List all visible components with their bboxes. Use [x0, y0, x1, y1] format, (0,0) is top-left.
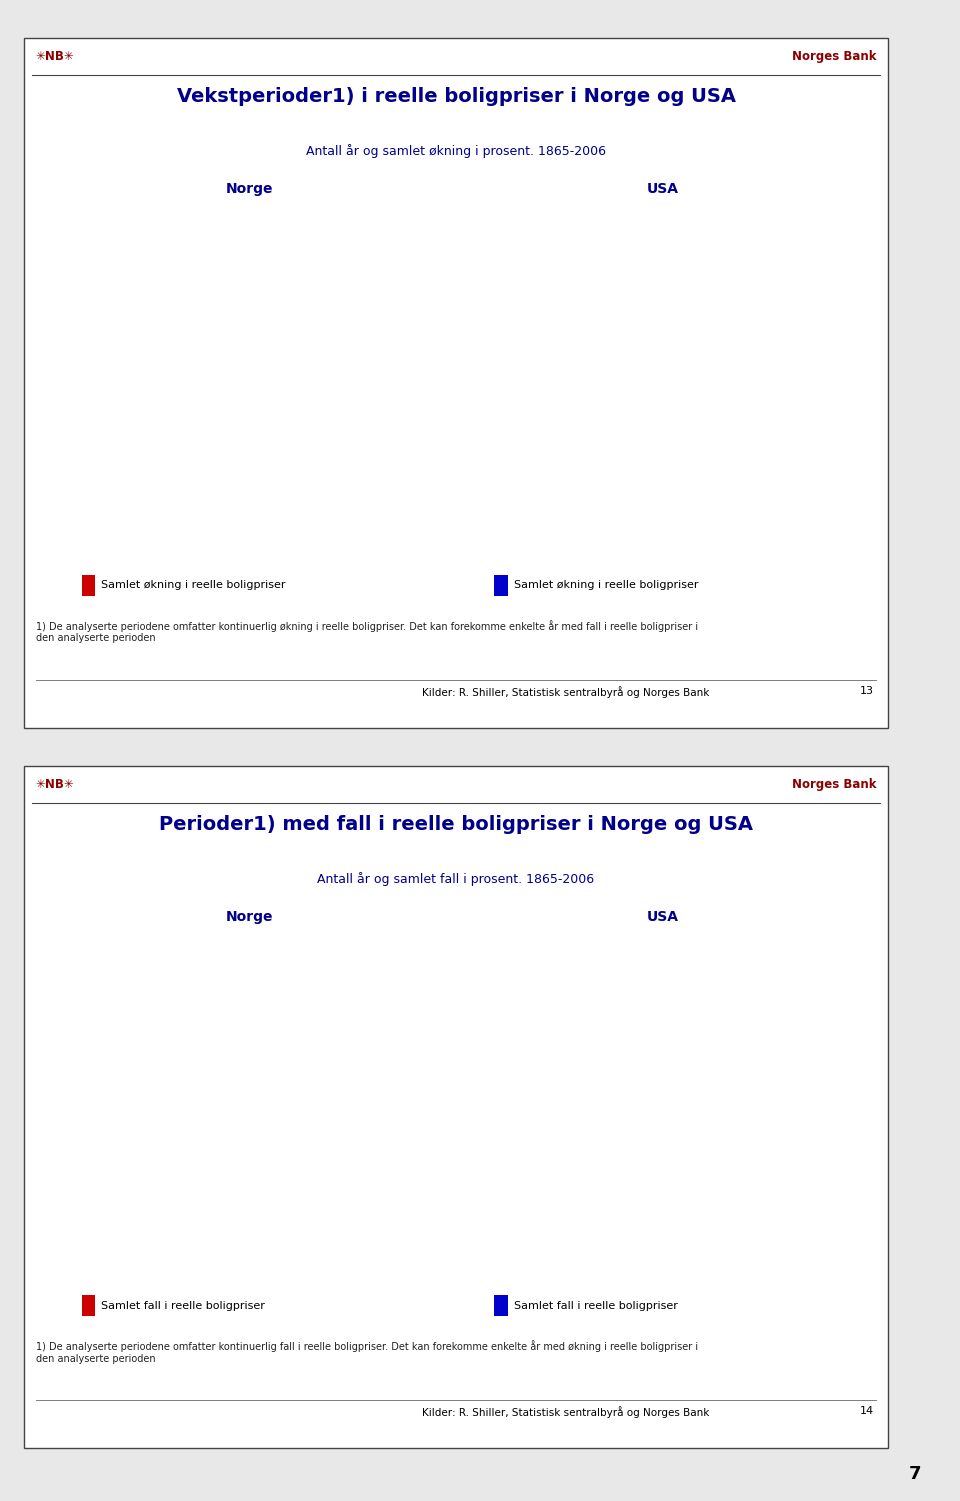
Text: 8 år: 8 år — [757, 1006, 778, 1016]
Text: 3 år: 3 år — [508, 465, 529, 476]
Bar — [283, 928, 312, 1166]
Text: 4 år: 4 år — [604, 500, 625, 510]
Bar — [502, 928, 528, 1145]
Bar — [713, 928, 738, 1016]
Bar — [744, 513, 773, 548]
Text: 5 år: 5 år — [383, 1231, 404, 1241]
Text: Vekstperioder1) i reelle boligpriser i Norge og USA: Vekstperioder1) i reelle boligpriser i N… — [177, 87, 735, 107]
Text: Perioder1) med fall i reelle boligpriser i Norge og USA: Perioder1) med fall i reelle boligpriser… — [159, 815, 753, 835]
Bar — [648, 509, 677, 548]
Text: 9 år: 9 år — [796, 384, 817, 393]
Text: USA: USA — [646, 910, 679, 923]
Text: 11 år: 11 år — [320, 362, 347, 371]
Bar — [205, 395, 238, 548]
Bar — [235, 928, 264, 1247]
Text: 13 år: 13 år — [586, 992, 612, 1003]
Text: 9 år: 9 år — [631, 1177, 652, 1186]
Text: 12 år: 12 år — [208, 383, 235, 392]
Text: Norge: Norge — [226, 910, 274, 923]
Text: 5 år: 5 år — [748, 500, 769, 510]
Text: Norge: Norge — [226, 182, 274, 195]
Bar — [91, 928, 120, 1064]
Bar — [317, 374, 350, 548]
Bar — [372, 218, 406, 548]
Text: ✳NB✳: ✳NB✳ — [36, 50, 74, 63]
Text: 14 år: 14 år — [97, 318, 124, 327]
Text: Norges Bank: Norges Bank — [792, 778, 876, 791]
Text: Kilder: R. Shiller, Statistisk sentralbyrå og Norges Bank: Kilder: R. Shiller, Statistisk sentralby… — [421, 686, 709, 698]
Bar — [552, 501, 581, 548]
Text: 14: 14 — [859, 1406, 874, 1417]
Text: 4 år: 4 år — [335, 1027, 356, 1036]
Text: Antall år og samlet fall i prosent. 1865-2006: Antall år og samlet fall i prosent. 1865… — [318, 872, 594, 886]
Bar — [261, 435, 294, 548]
Text: Antall år og samlet økning i prosent. 1865-2006: Antall år og samlet økning i prosent. 18… — [306, 144, 606, 158]
Text: 5 år: 5 år — [715, 1027, 736, 1036]
Text: 11 år: 11 år — [284, 1177, 311, 1186]
Bar — [379, 928, 408, 1220]
Text: Kilder: R. Shiller, Statistisk sentralbyrå og Norges Bank: Kilder: R. Shiller, Statistisk sentralby… — [421, 1406, 709, 1418]
Text: 4 år: 4 år — [673, 986, 694, 995]
Bar — [797, 928, 823, 1016]
Bar — [93, 330, 127, 548]
Text: Norges Bank: Norges Bank — [792, 50, 876, 63]
Bar — [139, 928, 168, 995]
Text: 8 år: 8 år — [652, 497, 673, 507]
Text: 5 år: 5 år — [700, 426, 721, 435]
Bar — [629, 928, 654, 1166]
Text: 9 år: 9 år — [156, 413, 177, 423]
Bar — [587, 928, 612, 982]
Text: Samlet fall i reelle boligpriser: Samlet fall i reelle boligpriser — [514, 1301, 678, 1310]
Bar — [696, 438, 725, 548]
Text: ✳NB✳: ✳NB✳ — [36, 778, 74, 791]
Bar — [149, 426, 182, 548]
Bar — [756, 928, 780, 995]
Text: 2 år: 2 år — [556, 488, 577, 498]
Bar — [792, 396, 821, 548]
Bar — [504, 479, 533, 548]
Text: 7: 7 — [909, 1465, 922, 1483]
Text: Samlet økning i reelle boligpriser: Samlet økning i reelle boligpriser — [101, 581, 285, 590]
Text: 2 år: 2 år — [143, 1006, 164, 1016]
Text: 18 år: 18 år — [264, 422, 291, 432]
Bar — [187, 928, 216, 1078]
Text: 13: 13 — [859, 686, 874, 696]
Text: USA: USA — [646, 182, 679, 195]
Bar — [331, 928, 360, 1016]
Bar — [671, 928, 696, 976]
Text: 14 år: 14 år — [375, 204, 402, 215]
Text: 1) De analyserte periodene omfatter kontinuerlig fall i reelle boligpriser. Det : 1) De analyserte periodene omfatter kont… — [36, 1340, 698, 1364]
Text: 1) De analyserte periodene omfatter kontinuerlig økning i reelle boligpriser. De: 1) De analyserte periodene omfatter kont… — [36, 620, 698, 644]
Text: 3 år: 3 år — [547, 1190, 567, 1199]
Text: 2 år: 2 år — [95, 1075, 116, 1084]
Text: 7 år: 7 år — [239, 1258, 260, 1268]
Text: 7 år: 7 år — [505, 1156, 525, 1166]
Bar — [600, 513, 629, 548]
Text: Samlet økning i reelle boligpriser: Samlet økning i reelle boligpriser — [514, 581, 698, 590]
Text: Samlet fall i reelle boligpriser: Samlet fall i reelle boligpriser — [101, 1301, 265, 1310]
Text: 7 år: 7 år — [191, 1088, 212, 1097]
Bar — [544, 928, 569, 1180]
